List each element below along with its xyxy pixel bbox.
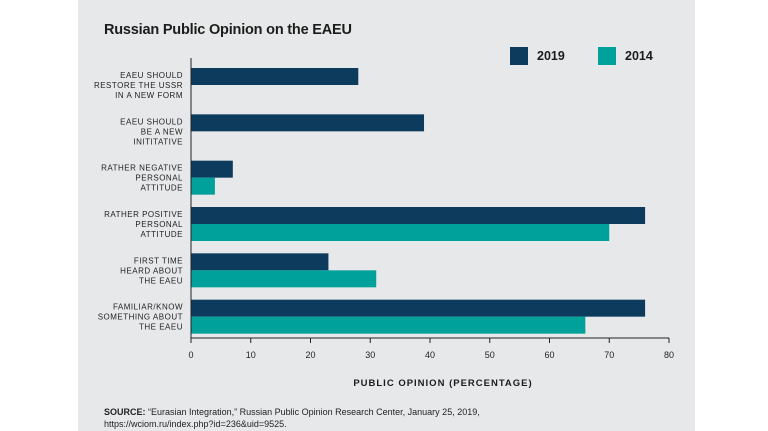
bar-2019-1: [191, 114, 425, 132]
x-tick-label-60: 60: [544, 350, 554, 360]
legend-item-2019: 2019: [510, 47, 565, 65]
category-label-1-0: EAEU SHOULD: [120, 117, 183, 126]
category-label-0-1: RESTORE THE USSR: [94, 81, 183, 90]
category-label-0-2: IN A NEW FORM: [115, 91, 183, 100]
x-axis-title: PUBLIC OPINION (PERCENTAGE): [353, 378, 533, 389]
category-label-2-0: RATHER NEGATIVE: [101, 164, 183, 173]
category-label-2-2: ATTITUDE: [140, 184, 183, 193]
category-label-3-1: PERSONAL: [135, 220, 183, 229]
category-label-0-0: EAEU SHOULD: [120, 71, 183, 80]
legend-label-2019: 2019: [537, 49, 565, 63]
x-tick-label-30: 30: [365, 350, 375, 360]
legend-swatch-2014: [598, 47, 616, 65]
bar-2014-4: [191, 270, 377, 288]
category-label-5-2: THE EAEU: [139, 323, 183, 332]
category-label-4-2: THE EAEU: [139, 276, 183, 285]
category-label-2-1: PERSONAL: [135, 174, 183, 183]
source-url: https://wciom.ru/index.php?id=236&uid=95…: [104, 419, 287, 429]
x-tick-label-10: 10: [246, 350, 256, 360]
x-tick-label-0: 0: [188, 350, 193, 360]
chart-panel: Russian Public Opinion on the EAEU 2019 …: [78, 0, 695, 431]
category-label-3-2: ATTITUDE: [140, 230, 183, 239]
category-label-1-1: BE A NEW: [141, 127, 183, 136]
source-text: “Eurasian Integration,” Russian Public O…: [148, 407, 480, 417]
bar-2014-5: [191, 316, 586, 334]
bar-2019-5: [191, 299, 646, 317]
source-label: SOURCE:: [104, 407, 146, 417]
category-label-4-1: HEARD ABOUT: [120, 266, 183, 275]
bar-2019-2: [191, 160, 233, 178]
x-tick-label-40: 40: [425, 350, 435, 360]
category-label-1-2: INITITATIVE: [133, 137, 183, 146]
bar-2014-3: [191, 224, 610, 241]
category-label-4-0: FIRST TIME: [134, 256, 183, 265]
legend-swatch-2019: [510, 47, 528, 65]
legend-item-2014: 2014: [598, 47, 653, 65]
x-tick-label-80: 80: [664, 350, 674, 360]
bar-2019-4: [191, 253, 329, 271]
category-label-5-0: FAMILIAR/KNOW: [113, 303, 183, 312]
x-tick-label-20: 20: [305, 350, 315, 360]
x-tick-label-70: 70: [604, 350, 614, 360]
bar-2019-0: [191, 68, 359, 85]
category-label-5-1: SOMETHING ABOUT: [98, 313, 183, 322]
legend-label-2014: 2014: [625, 49, 653, 63]
x-tick-label-50: 50: [485, 350, 495, 360]
bar-2019-3: [191, 207, 646, 224]
source-note: SOURCE: “Eurasian Integration,” Russian …: [104, 406, 684, 430]
category-label-3-0: RATHER POSITIVE: [104, 210, 183, 219]
bar-2014-2: [191, 177, 215, 195]
chart-title: Russian Public Opinion on the EAEU: [104, 22, 352, 38]
